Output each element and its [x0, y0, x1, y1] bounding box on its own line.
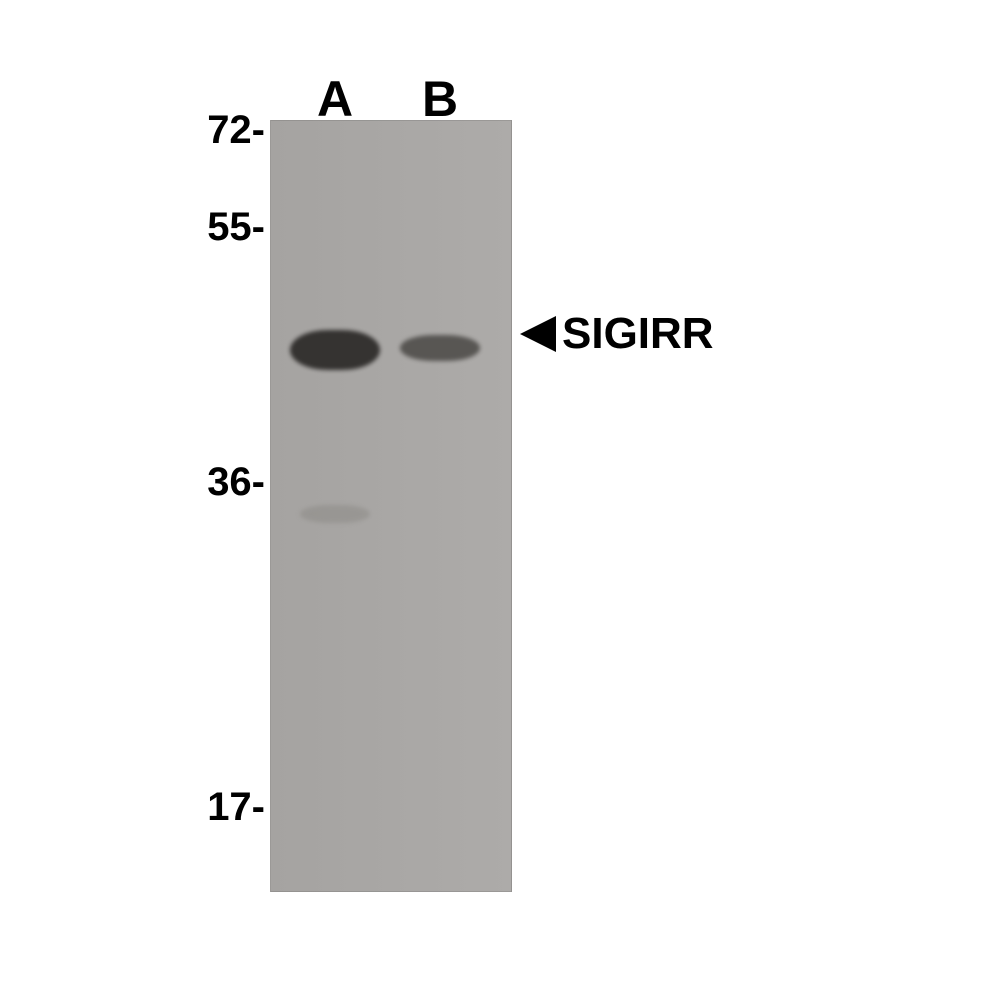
band-lane-a-main: [290, 330, 380, 370]
lane-label-b: B: [410, 70, 470, 128]
mw-marker-55: 55-: [207, 205, 265, 250]
western-blot-figure: A B 72- 55- 36- 17- SIGIRR: [0, 0, 1000, 1000]
blot-membrane: [270, 120, 512, 892]
mw-marker-17: 17-: [207, 785, 265, 830]
protein-label-sigirr: SIGIRR: [520, 309, 714, 359]
arrow-left-icon: [520, 316, 556, 352]
band-lane-a-faint: [300, 505, 370, 523]
mw-marker-72: 72-: [207, 108, 265, 153]
mw-marker-36: 36-: [207, 460, 265, 505]
protein-name-text: SIGIRR: [562, 309, 714, 359]
band-lane-b-main: [400, 335, 480, 361]
lane-label-a: A: [305, 70, 365, 128]
